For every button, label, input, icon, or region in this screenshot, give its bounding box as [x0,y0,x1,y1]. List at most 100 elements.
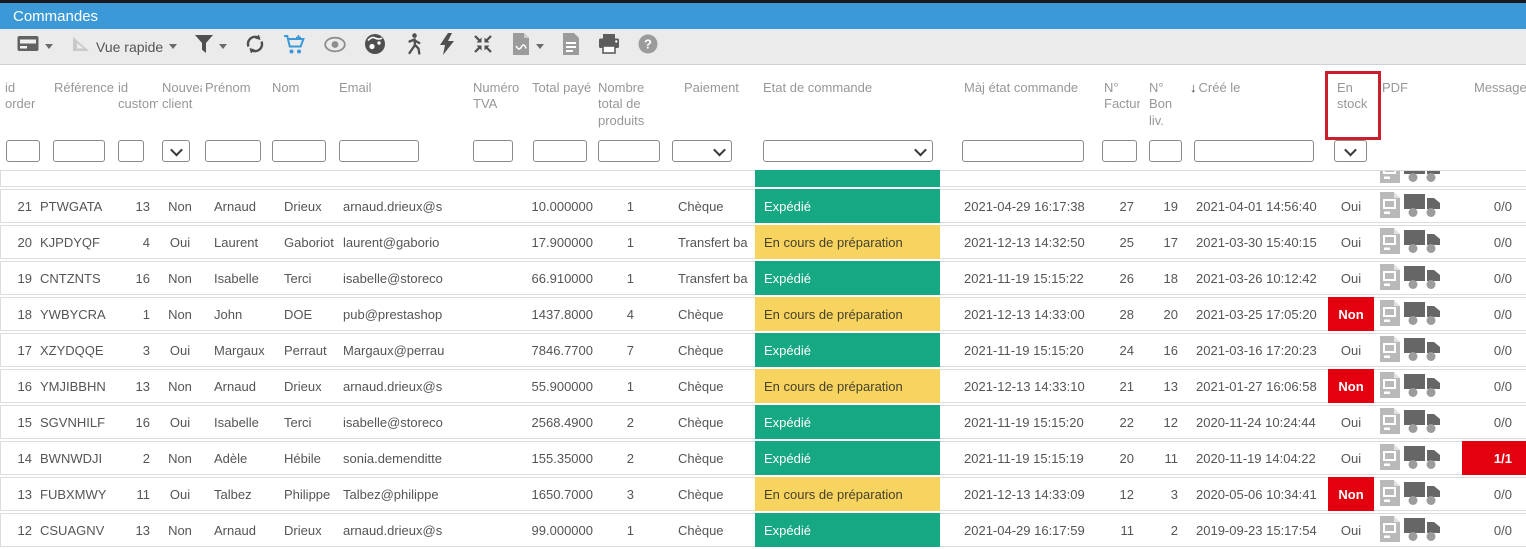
id-customer-cell[interactable]: 13 [116,369,158,403]
reference-cell[interactable]: BWNWDJI [36,441,116,475]
messages-cell[interactable]: 0/0 [1462,369,1526,403]
firstname-cell[interactable]: Arnaud [202,513,268,547]
id-customer-cell[interactable]: 16 [116,261,158,295]
reference-cell[interactable]: YMJIBBHN [36,369,116,403]
delivery-slip-icon[interactable] [1404,480,1440,509]
col-header-created[interactable]: ↓ Créé le [1190,80,1241,95]
col-header-order-state[interactable]: Etat de commande [763,80,873,95]
filter-in-stock-select[interactable] [1334,140,1367,162]
state-update-cell[interactable]: 2021-12-13 14:33:10 [940,369,1088,403]
created-cell[interactable]: 2021-03-25 17:05:20 [1186,297,1328,331]
pdf-cell[interactable] [1374,369,1462,403]
delivery-slip-icon[interactable] [1404,372,1440,401]
filter-nb-products-input[interactable] [598,140,660,162]
order-row[interactable]: 15 SGVNHILF 16 Oui Isabelle Terci isabel… [0,405,1526,439]
id-customer-cell[interactable]: 3 [116,333,158,367]
refresh-button[interactable] [236,29,274,64]
new-client-cell[interactable]: Oui [158,405,202,439]
tva-cell[interactable] [455,441,525,475]
in-stock-cell[interactable]: Oui [1328,405,1374,439]
lastname-cell[interactable]: Drieux [268,189,335,223]
lastname-cell[interactable]: Terci [268,261,335,295]
col-header-total-paid[interactable]: Total payé [532,80,592,95]
created-cell[interactable]: 2021-01-27 16:06:58 [1186,369,1328,403]
order-row[interactable]: 12 CSUAGNV 13 Non Arnaud Drieux arnaud.d… [0,513,1526,547]
messages-cell[interactable]: 1/1 [1462,441,1526,475]
col-header-email[interactable]: Email [339,80,372,95]
tva-cell[interactable] [455,405,525,439]
filter-created-input[interactable] [1194,140,1314,162]
filter-order-state-select[interactable] [763,140,933,162]
firstname-cell[interactable]: Laurent [202,225,268,259]
order-state-cell[interactable]: En cours de préparation [755,225,940,259]
created-cell[interactable]: 2020-05-06 10:34:41 [1186,477,1328,511]
reference-cell[interactable]: CNTZNTS [36,261,116,295]
order-row[interactable]: 17 XZYDQQE 3 Oui Margaux Perraut Margaux… [0,333,1526,367]
filter-id-customer-input[interactable] [118,140,144,162]
pdf-cell[interactable] [1374,513,1462,547]
in-stock-cell[interactable]: Oui [1328,513,1374,547]
created-cell[interactable]: 2020-11-19 14:04:22 [1186,441,1328,475]
total-paid-cell[interactable]: 1650.7000 [525,477,595,511]
in-stock-cell[interactable]: Non [1328,477,1374,511]
delivery-slip-icon[interactable] [1404,300,1440,329]
id-order-cell[interactable]: 17 [0,333,36,367]
filter-lastname-input[interactable] [272,140,326,162]
order-row[interactable]: 13 FUBXMWY 11 Oui Talbez Philippe Talbez… [0,477,1526,511]
preview-button[interactable] [315,29,355,64]
help-button[interactable]: ? [629,29,667,64]
invoice-no-cell[interactable]: 24 [1088,333,1140,367]
id-order-cell[interactable]: 19 [0,261,36,295]
col-header-pdf[interactable]: PDF [1382,80,1408,95]
invoice-no-cell[interactable]: 27 [1088,189,1140,223]
id-order-cell[interactable]: 18 [0,297,36,331]
invoice-pdf-icon[interactable] [1379,171,1401,186]
order-state-cell[interactable]: En cours de préparation [755,477,940,511]
pdf-cell[interactable] [1374,170,1462,187]
state-update-cell[interactable]: 2021-04-29 16:17:38 [940,189,1088,223]
delivery-no-cell[interactable]: 16 [1140,333,1186,367]
filter-reference-input[interactable] [53,140,105,162]
nb-products-cell[interactable]: 1 [595,261,662,295]
email-cell[interactable]: arnaud.drieux@s [335,189,455,223]
delivery-slip-icon[interactable] [1404,408,1440,437]
payment-cell[interactable]: Chèque [662,405,755,439]
invoice-no-cell[interactable]: 28 [1088,297,1140,331]
messages-cell[interactable]: 0/0 [1462,297,1526,331]
filter-id-order-input[interactable] [6,140,40,162]
order-state-cell[interactable]: Expédié [755,513,940,547]
col-header-lastname[interactable]: Nom [272,80,300,95]
new-client-cell[interactable]: Oui [158,225,202,259]
filter-invoice-no-input[interactable] [1102,140,1137,162]
total-paid-cell[interactable]: 7846.7700 [525,333,595,367]
payment-cell[interactable]: Transfert ba [662,225,755,259]
nb-products-cell[interactable]: 3 [595,477,662,511]
payment-cell[interactable]: Chèque [662,477,755,511]
state-update-cell[interactable]: 2021-11-19 15:15:20 [940,333,1088,367]
pdf-cell[interactable] [1374,297,1462,331]
email-cell[interactable]: pub@prestashop [335,297,455,331]
invoice-no-cell[interactable]: 12 [1088,477,1140,511]
reference-cell[interactable]: SGVNHILF [36,405,116,439]
total-paid-cell[interactable]: 2568.4900 [525,405,595,439]
tva-cell[interactable] [455,225,525,259]
order-state-cell[interactable]: Expédié [755,261,940,295]
print-button[interactable] [589,29,629,64]
delivery-slip-icon[interactable] [1404,336,1440,365]
total-paid-cell[interactable]: 99.000000 [525,513,595,547]
filter-total-paid-input[interactable] [533,140,587,162]
invoice-pdf-icon[interactable] [1379,299,1401,329]
id-order-cell[interactable]: 13 [0,477,36,511]
invoice-no-cell[interactable]: 20 [1088,441,1140,475]
pdf-cell[interactable] [1374,405,1462,439]
id-customer-cell[interactable]: 16 [116,405,158,439]
invoice-pdf-icon[interactable] [1379,515,1401,545]
order-state-cell[interactable]: En cours de préparation [755,369,940,403]
total-paid-cell[interactable]: 10.000000 [525,189,595,223]
id-customer-cell[interactable]: 13 [116,189,158,223]
reference-cell[interactable]: FUBXMWY [36,477,116,511]
nb-products-cell[interactable]: 2 [595,441,662,475]
messages-cell[interactable]: 0/0 [1462,225,1526,259]
firstname-cell[interactable]: Isabelle [202,405,268,439]
messages-cell[interactable]: 0/0 [1462,477,1526,511]
